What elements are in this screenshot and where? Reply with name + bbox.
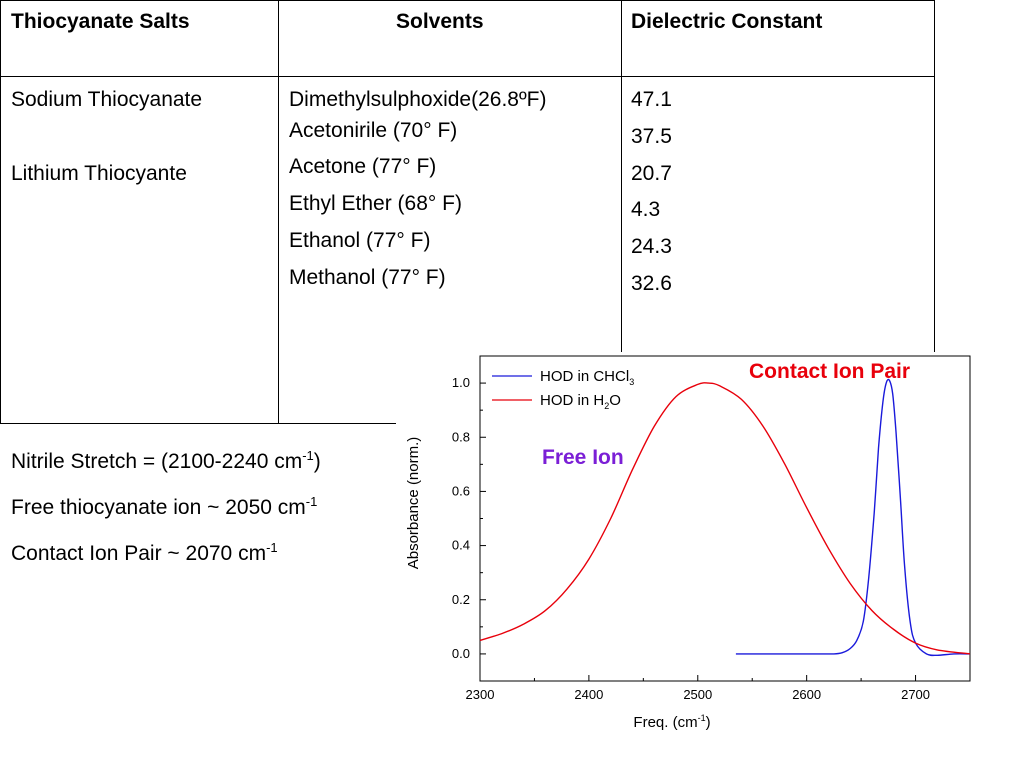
note-sup: -1 bbox=[305, 494, 318, 509]
legend-label-chcl3: HOD in CHCl3 bbox=[540, 368, 634, 387]
x-tick-label: 2600 bbox=[792, 687, 821, 702]
y-tick-label: 1.0 bbox=[452, 375, 470, 390]
x-tick-label: 2700 bbox=[901, 687, 930, 702]
y-tick-label: 0.6 bbox=[452, 483, 470, 498]
y-tick-label: 0.2 bbox=[452, 592, 470, 607]
spectrum-chart: 2300 2400 2500 2600 2700 0.0 0.2 0.4 0.6 0.8 1.0 H… bbox=[396, 352, 976, 764]
solvent-methanol: Methanol (77° F) bbox=[289, 266, 446, 289]
note-text: Nitrile Stretch = (2100-2240 cm bbox=[11, 450, 303, 473]
salt-sodium: Sodium Thiocyanate bbox=[11, 88, 203, 111]
annotation-free-ion: Free Ion bbox=[542, 446, 624, 469]
legend-label-h2o: HOD in H2O bbox=[540, 392, 621, 411]
dielectric-dmso: 47.1 bbox=[631, 88, 672, 111]
x-axis-label-tail: ) bbox=[706, 714, 711, 731]
series-line-chcl3 bbox=[735, 378, 971, 657]
dielectric-acetone: 20.7 bbox=[631, 162, 672, 185]
note-nitrile-stretch: Nitrile Stretch = (2100-2240 cm-1) bbox=[11, 448, 321, 474]
x-axis-label-sup: -1 bbox=[698, 713, 706, 723]
annotation-contact-ion-pair: Contact Ion Pair bbox=[749, 360, 910, 383]
x-tick-label: 2500 bbox=[683, 687, 712, 702]
legend: HOD in CHCl3 HOD in H2O bbox=[492, 368, 634, 411]
spectrum-chart-svg: 2300 2400 2500 2600 2700 0.0 0.2 0.4 0.6 0.8 1.0 H… bbox=[405, 355, 971, 731]
x-tick-label: 2400 bbox=[574, 687, 603, 702]
dielectric-acetonitrile: 37.5 bbox=[631, 125, 672, 148]
solvent-ethanol: Ethanol (77° F) bbox=[289, 229, 431, 252]
y-tick-label: 0.4 bbox=[452, 538, 470, 553]
legend-label-sub: 2 bbox=[604, 401, 609, 411]
table-border-top bbox=[0, 0, 935, 1]
note-free-thiocyanate: Free thiocyanate ion ~ 2050 cm-1 bbox=[11, 494, 318, 520]
solvent-acetonitrile: Acetonirile (70° F) bbox=[289, 119, 458, 142]
y-tick-label: 0.0 bbox=[452, 646, 470, 661]
table-column-divider-1 bbox=[278, 0, 279, 424]
x-axis-label-text: Freq. (cm bbox=[633, 714, 697, 731]
legend-label-tail: O bbox=[609, 392, 621, 409]
legend-label-text: HOD in H bbox=[540, 392, 604, 409]
y-axis-label: Absorbance (norm.) bbox=[405, 437, 422, 570]
solvent-acetone: Acetone (77° F) bbox=[289, 155, 437, 178]
table-border-left bbox=[0, 0, 1, 424]
dielectric-methanol: 32.6 bbox=[631, 272, 672, 295]
note-tail: ) bbox=[313, 450, 321, 473]
table-border-right bbox=[934, 0, 935, 352]
solvent-ethyl-ether: Ethyl Ether (68° F) bbox=[289, 192, 462, 215]
note-contact-ion-pair: Contact Ion Pair ~ 2070 cm-1 bbox=[11, 540, 278, 566]
note-sup: -1 bbox=[266, 540, 278, 555]
header-dielectric-constant: Dielectric Constant bbox=[631, 10, 823, 33]
note-sup: -1 bbox=[302, 448, 314, 463]
series-group bbox=[479, 378, 971, 657]
y-tick-label: 0.8 bbox=[452, 429, 470, 444]
x-axis-label: Freq. (cm-1) bbox=[633, 713, 710, 731]
note-text: Free thiocyanate ion ~ 2050 cm bbox=[11, 496, 306, 519]
dielectric-ethyl-ether: 4.3 bbox=[631, 198, 661, 221]
salt-lithium: Lithium Thiocyante bbox=[11, 162, 187, 185]
header-solvents: Solvents bbox=[396, 10, 484, 33]
legend-label-text: HOD in CHCl bbox=[540, 368, 629, 385]
axis-ticks: 2300 2400 2500 2600 2700 0.0 0.2 0.4 0.6 0.8 1.0 bbox=[452, 375, 930, 702]
header-thiocyanate-salts: Thiocyanate Salts bbox=[11, 10, 190, 33]
table-column-divider-2 bbox=[621, 0, 622, 352]
table-border-bottom bbox=[0, 423, 400, 424]
note-text: Contact Ion Pair ~ 2070 cm bbox=[11, 542, 267, 565]
x-tick-label: 2300 bbox=[466, 687, 495, 702]
series-line-h2o bbox=[479, 382, 971, 655]
legend-label-sub: 3 bbox=[629, 377, 634, 387]
table-header-divider bbox=[0, 76, 935, 77]
dielectric-ethanol: 24.3 bbox=[631, 235, 672, 258]
solvent-dmso: Dimethylsulphoxide(26.8ºF) bbox=[289, 88, 547, 111]
solvent-table: Thiocyanate Salts Solvents Dielectric Co… bbox=[0, 0, 935, 424]
